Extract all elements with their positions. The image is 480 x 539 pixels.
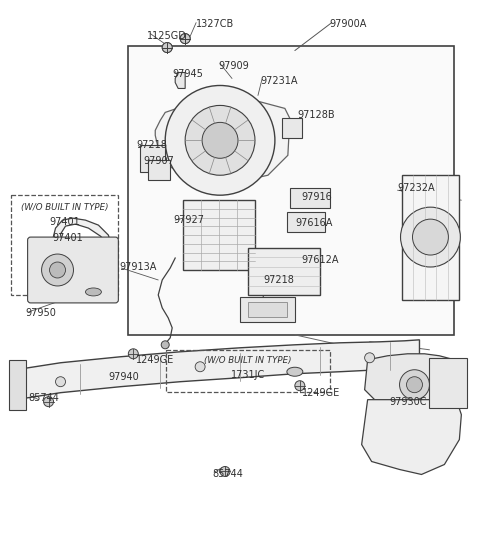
Text: 97401: 97401 bbox=[52, 233, 84, 243]
Circle shape bbox=[220, 466, 230, 476]
Text: 97916: 97916 bbox=[302, 192, 333, 202]
Text: 1249GE: 1249GE bbox=[302, 388, 340, 398]
Text: 1327CB: 1327CB bbox=[196, 19, 234, 29]
Polygon shape bbox=[52, 218, 114, 300]
Text: 97218: 97218 bbox=[263, 275, 294, 285]
Text: 97401: 97401 bbox=[49, 217, 80, 227]
Text: 85744: 85744 bbox=[212, 469, 243, 480]
Circle shape bbox=[44, 397, 54, 406]
Circle shape bbox=[165, 86, 275, 195]
Text: 97927: 97927 bbox=[173, 215, 204, 225]
Text: 1731JC: 1731JC bbox=[231, 370, 265, 380]
Bar bbox=[128, 46, 455, 335]
Bar bbox=[183, 200, 255, 270]
Polygon shape bbox=[155, 100, 290, 180]
Circle shape bbox=[407, 377, 422, 393]
Bar bbox=[248, 302, 287, 317]
Circle shape bbox=[399, 370, 430, 399]
Circle shape bbox=[180, 33, 190, 44]
Text: (W/O BUILT IN TYPE): (W/O BUILT IN TYPE) bbox=[204, 356, 292, 365]
Bar bbox=[282, 119, 302, 139]
Circle shape bbox=[162, 43, 172, 53]
Polygon shape bbox=[365, 354, 459, 405]
Circle shape bbox=[56, 377, 65, 386]
Bar bbox=[430, 358, 468, 407]
Text: 97909: 97909 bbox=[218, 60, 249, 71]
Polygon shape bbox=[16, 340, 420, 399]
Text: 97950: 97950 bbox=[25, 308, 57, 318]
Text: 1125GD: 1125GD bbox=[147, 31, 187, 40]
Bar bbox=[290, 188, 330, 208]
Circle shape bbox=[49, 262, 65, 278]
Text: 97940: 97940 bbox=[108, 372, 139, 382]
Polygon shape bbox=[175, 73, 185, 88]
Ellipse shape bbox=[85, 288, 101, 296]
Text: 97945: 97945 bbox=[172, 68, 203, 79]
Bar bbox=[148, 160, 170, 180]
Text: 97930C: 97930C bbox=[390, 397, 427, 406]
Ellipse shape bbox=[80, 285, 108, 299]
Bar bbox=[240, 297, 295, 322]
Bar bbox=[402, 175, 459, 300]
Circle shape bbox=[202, 122, 238, 158]
Bar bbox=[9, 360, 25, 410]
Circle shape bbox=[180, 33, 190, 44]
Circle shape bbox=[161, 341, 169, 349]
Text: 97232A: 97232A bbox=[397, 183, 435, 193]
Text: (W/O BUILT IN TYPE): (W/O BUILT IN TYPE) bbox=[21, 203, 108, 212]
Text: 97907: 97907 bbox=[144, 156, 174, 167]
Bar bbox=[248, 248, 320, 295]
Polygon shape bbox=[361, 399, 461, 474]
Circle shape bbox=[400, 207, 460, 267]
Circle shape bbox=[365, 353, 374, 363]
Ellipse shape bbox=[287, 367, 303, 376]
Text: 85744: 85744 bbox=[29, 393, 60, 403]
Text: 97128B: 97128B bbox=[298, 110, 336, 120]
Bar bbox=[11, 195, 119, 295]
Text: 97612A: 97612A bbox=[302, 255, 339, 265]
Bar bbox=[166, 350, 330, 392]
Text: 97231A: 97231A bbox=[260, 77, 298, 86]
Text: 1249GE: 1249GE bbox=[136, 355, 175, 365]
Text: 97900A: 97900A bbox=[330, 19, 367, 29]
Circle shape bbox=[42, 254, 73, 286]
FancyBboxPatch shape bbox=[28, 237, 119, 303]
Circle shape bbox=[412, 219, 448, 255]
Circle shape bbox=[195, 362, 205, 372]
Circle shape bbox=[295, 381, 305, 391]
Circle shape bbox=[185, 106, 255, 175]
Circle shape bbox=[128, 349, 138, 359]
Circle shape bbox=[162, 43, 172, 53]
Text: 97218: 97218 bbox=[136, 140, 167, 150]
Text: 97616A: 97616A bbox=[296, 218, 333, 228]
Bar bbox=[140, 146, 165, 172]
Bar bbox=[287, 212, 325, 232]
Text: 97913A: 97913A bbox=[120, 262, 157, 272]
